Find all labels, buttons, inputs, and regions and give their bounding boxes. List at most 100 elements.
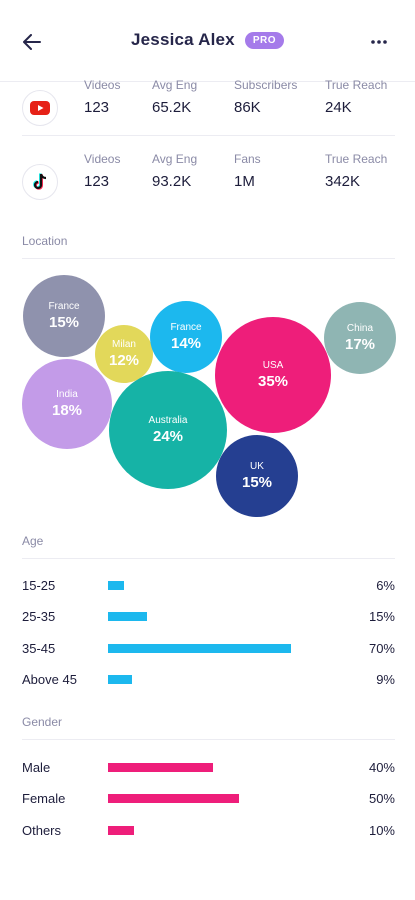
bubble-percent: 12% [108, 352, 140, 369]
title-wrap: Jessica Alex PRO [0, 30, 415, 50]
stat-value: 123 [84, 173, 110, 190]
location-section-title: Location [22, 234, 68, 248]
platform-row-youtube: Videos 123 Avg Eng 65.2K Subscribers 86K… [22, 78, 395, 148]
bubble-percent: 18% [51, 402, 83, 419]
age-bar-row: Above 45 9% [22, 670, 395, 690]
gender-section-title: Gender [22, 715, 63, 729]
bar-fill [108, 612, 147, 621]
bar-label: Male [22, 760, 51, 775]
bar-track [108, 794, 342, 803]
divider [22, 558, 395, 559]
divider [22, 739, 395, 740]
stat-subscribers: Subscribers 86K [234, 78, 297, 116]
stat-value: 86K [234, 99, 261, 116]
bar-value: 10% [368, 823, 395, 838]
bar-track [108, 612, 342, 621]
bubble-country: UK [250, 461, 264, 472]
bubble-percent: 35% [257, 373, 289, 390]
bubble-country: China [346, 323, 374, 334]
bar-fill [108, 675, 132, 684]
stat-true-reach: True Reach 342K [325, 152, 387, 190]
stat-value: 93.2K [152, 173, 192, 190]
bubble-country: France [48, 301, 80, 312]
stat-label: True Reach [325, 152, 388, 166]
gender-bar-row: Others 10% [22, 821, 395, 841]
bubble-percent: 17% [344, 336, 376, 353]
bar-track [108, 644, 342, 653]
stat-avg-eng: Avg Eng 65.2K [152, 78, 197, 116]
bar-label: Female [22, 791, 66, 806]
location-bubble: USA 35% [215, 317, 331, 433]
bar-track [108, 763, 342, 772]
bar-label: Others [22, 823, 62, 838]
location-bubble: Milan 12% [95, 325, 153, 383]
bubble-percent: 15% [48, 314, 80, 331]
bar-label: 15-25 [22, 578, 56, 593]
stat-label: Videos [84, 152, 121, 166]
bar-fill [108, 794, 239, 803]
bar-fill [108, 644, 291, 653]
stat-label: Avg Eng [152, 78, 198, 92]
more-horizontal-icon [371, 40, 387, 44]
stat-true-reach: True Reach 24K [325, 78, 387, 116]
location-bubble: France 14% [150, 301, 222, 373]
age-section-title: Age [22, 534, 44, 548]
tiktok-icon [33, 173, 47, 190]
page-title: Jessica Alex [130, 30, 235, 49]
bar-value: 15% [368, 609, 395, 624]
stat-value: 1M [234, 173, 255, 190]
bar-label: 35-45 [22, 641, 56, 656]
arrow-left-icon [23, 34, 41, 50]
bar-fill [108, 763, 213, 772]
bar-value: 50% [368, 791, 395, 806]
bar-value: 70% [368, 641, 395, 656]
platform-row-tiktok: Videos 123 Avg Eng 93.2K Fans 1M True Re… [22, 152, 395, 222]
gender-bar-row: Female 50% [22, 789, 395, 809]
stat-value: 24K [325, 99, 352, 116]
stat-label: Fans [234, 152, 261, 166]
stat-fans: Fans 1M [234, 152, 261, 190]
gender-bar-row: Male 40% [22, 758, 395, 778]
bubble-country: France [170, 322, 202, 333]
bubble-country: Australia [148, 415, 188, 426]
stat-value: 342K [325, 173, 361, 190]
bar-track [108, 675, 342, 684]
divider [22, 135, 395, 136]
bubble-country: Milan [112, 339, 136, 350]
location-bubble: UK 15% [216, 435, 298, 517]
divider [22, 258, 395, 259]
bar-label: 25-35 [22, 609, 56, 624]
bubble-percent: 14% [170, 335, 202, 352]
bar-fill [108, 826, 134, 835]
age-bar-row: 35-45 70% [22, 639, 395, 659]
stat-avg-eng: Avg Eng 93.2K [152, 152, 197, 190]
location-bubble: France 15% [23, 275, 105, 357]
stat-label: Videos [84, 78, 121, 92]
location-bubble: India 18% [22, 359, 112, 449]
bar-value: 6% [376, 578, 395, 593]
age-bar-row: 25-35 15% [22, 607, 395, 627]
stat-label: True Reach [325, 78, 388, 92]
pro-badge: PRO [244, 31, 285, 49]
bar-track [108, 826, 342, 835]
bubble-percent: 15% [241, 474, 273, 491]
stat-label: Avg Eng [152, 152, 198, 166]
stat-label: Subscribers [234, 78, 298, 92]
bar-label: Above 45 [22, 672, 77, 687]
bar-value: 9% [376, 672, 395, 687]
header-bar: Jessica Alex PRO [0, 0, 415, 82]
bubble-percent: 24% [152, 428, 184, 445]
back-button[interactable] [18, 28, 46, 56]
location-bubble: Australia 24% [109, 371, 227, 489]
location-bubble: China 17% [324, 302, 396, 374]
bar-track [108, 581, 342, 590]
bar-fill [108, 581, 124, 590]
stat-videos: Videos 123 [84, 78, 120, 116]
location-bubble-chart: France 15% Milan 12% France 14% USA 35% … [0, 270, 415, 520]
more-options-button[interactable] [367, 28, 391, 56]
age-bar-row: 15-25 6% [22, 576, 395, 596]
platform-avatar [22, 164, 58, 200]
bubble-country: India [56, 389, 78, 400]
stat-value: 123 [84, 99, 110, 116]
platform-avatar [22, 90, 58, 126]
